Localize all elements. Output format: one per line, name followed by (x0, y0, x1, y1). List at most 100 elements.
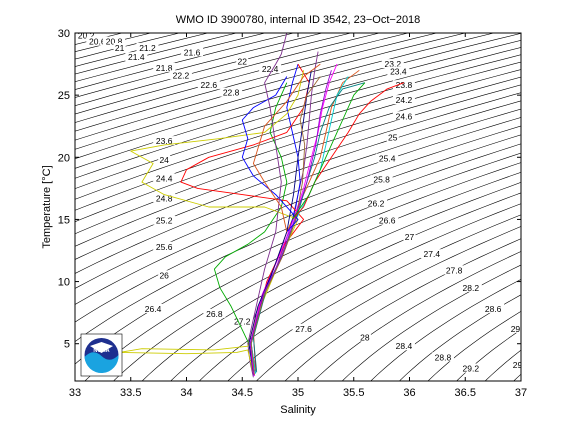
isopycnal-line-30 (75, 143, 521, 342)
noaa-logo: NOAA (80, 333, 123, 377)
isopycnal-label-16: 23.8 (392, 80, 415, 90)
profile-line-8 (248, 70, 312, 375)
profile-line-3 (213, 82, 288, 369)
svg-text:21.4: 21.4 (128, 52, 145, 62)
isopycnal-line-38 (255, 226, 521, 381)
profile-line-16 (252, 63, 321, 232)
isopycnal-label-7: 21.8 (153, 62, 176, 73)
x-tick-label-0: 33 (69, 387, 81, 399)
svg-text:22.6: 22.6 (201, 80, 218, 90)
x-tick-label-5: 35.5 (343, 387, 364, 399)
isopycnal-label-30: 26.6 (376, 215, 399, 226)
svg-text:26.8: 26.8 (206, 309, 223, 319)
isopycnal-line-24 (75, 92, 521, 247)
density-contour-labels: 20.220.6 20.821 21.221.4 21.6 21.8 22 22.2 22.4… (75, 30, 521, 374)
isopycnal-line-41 (341, 264, 521, 381)
isopycnal-line-43 (398, 294, 521, 381)
isopycnal-line-8 (75, 33, 295, 90)
profile-line-5 (119, 70, 305, 375)
profile-line-15 (252, 33, 288, 319)
isopycnal-label-22: 25 (386, 132, 399, 142)
isopycnal-label-38: 28.2 (459, 282, 482, 293)
isopycnal-line-33 (113, 171, 521, 381)
isopycnal-line-13 (75, 33, 438, 132)
isopycnal-label-29: 26.4 (142, 303, 165, 314)
isopycnal-line-14 (75, 33, 467, 141)
isopycnal-line-29 (75, 134, 521, 323)
isopycnal-label-21: 24.8 (153, 193, 176, 203)
x-tick-label-2: 34 (180, 387, 192, 399)
isopycnal-label-28: 26.2 (365, 198, 388, 208)
isopycnal-label-15: 23.6 (153, 136, 176, 146)
isopycnal-label-1: 20.6 (86, 36, 109, 47)
isopycnal-line-37 (227, 214, 521, 381)
svg-text:26.2: 26.2 (368, 198, 385, 208)
svg-text:23.8: 23.8 (396, 80, 413, 90)
svg-text:25.2: 25.2 (156, 216, 173, 226)
isopycnal-line-44 (427, 310, 521, 381)
isopycnal-label-42: 29 (509, 323, 521, 334)
x-tick-label-3: 34.5 (232, 387, 253, 399)
y-tick-label-3: 20 (58, 152, 70, 164)
svg-text:26: 26 (159, 270, 169, 280)
svg-text:24.2: 24.2 (396, 95, 413, 105)
isopycnal-line-20 (75, 61, 521, 200)
isopycnal-label-18: 24.2 (392, 95, 415, 105)
svg-text:21.6: 21.6 (184, 47, 201, 57)
isopycnal-label-5: 21.4 (125, 52, 148, 62)
isopycnal-line-9 (75, 33, 324, 98)
isopycnal-line-11 (75, 33, 381, 115)
isopycnal-line-28 (75, 125, 521, 305)
isopycnal-label-23: 25.2 (153, 215, 176, 226)
isopycnal-line-34 (141, 182, 521, 381)
isopycnal-line-22 (75, 76, 521, 223)
isopycnal-label-41: 28.8 (431, 352, 454, 362)
profile-line-13 (292, 82, 405, 220)
svg-text:27.4: 27.4 (424, 249, 441, 259)
isopycnal-label-37: 28 (358, 332, 371, 343)
svg-text:26.4: 26.4 (145, 304, 162, 314)
svg-text:27.8: 27.8 (446, 265, 463, 275)
isopycnal-label-13: 23.2 (381, 59, 404, 69)
svg-text:24.6: 24.6 (396, 111, 413, 121)
chart-title: WMO ID 3900780, internal ID 3542, 23−Oct… (176, 14, 421, 26)
isopycnal-label-17: 24 (158, 154, 171, 165)
svg-text:22.8: 22.8 (223, 88, 240, 98)
x-tick-label-1: 33.5 (120, 387, 141, 399)
svg-text:20.2: 20.2 (78, 30, 95, 40)
isopycnal-label-3: 21 (113, 42, 126, 53)
isopycnal-line-32 (84, 162, 521, 381)
isopycnal-line-23 (75, 84, 521, 235)
x-tick-label-6: 36 (403, 387, 415, 399)
isopycnal-line-35 (170, 192, 521, 381)
svg-text:21.2: 21.2 (139, 43, 156, 53)
isopycnal-label-32: 27 (403, 231, 416, 242)
isopycnal-label-25: 25.6 (153, 241, 176, 252)
svg-text:20.8: 20.8 (106, 37, 123, 47)
svg-text:23.6: 23.6 (156, 136, 173, 146)
x-tick-label-8: 37 (515, 387, 527, 399)
isopycnal-label-35: 27.6 (292, 323, 315, 334)
profile-line-14 (292, 82, 366, 220)
isopycnal-label-0: 20.2 (75, 30, 98, 40)
svg-text:22.4: 22.4 (262, 64, 279, 74)
svg-text:24.8: 24.8 (156, 193, 173, 203)
isopycnal-line-36 (198, 203, 521, 381)
isopycnal-label-24: 25.4 (376, 153, 399, 164)
isopycnal-label-8: 22 (236, 56, 249, 67)
svg-text:29.2: 29.2 (463, 364, 480, 374)
isopycnal-label-12: 22.8 (220, 87, 243, 98)
svg-text:27.2: 27.2 (234, 316, 251, 326)
svg-text:23.4: 23.4 (390, 67, 407, 77)
svg-text:27: 27 (405, 232, 415, 242)
isopycnal-line-16 (75, 33, 521, 160)
x-axis-label: Salinity (280, 404, 316, 416)
svg-text:24: 24 (159, 155, 169, 165)
isopycnal-line-21 (75, 69, 521, 211)
svg-text:28.8: 28.8 (435, 352, 452, 362)
x-axis-ticks: 33 33.5 34 34.5 35 35.5 36 36.5 37 (69, 33, 527, 399)
svg-text:23.2: 23.2 (385, 59, 402, 69)
noaa-logo-text: NOAA (93, 348, 109, 354)
profile-line-11 (249, 70, 332, 377)
isopycnal-line-40 (313, 251, 521, 381)
